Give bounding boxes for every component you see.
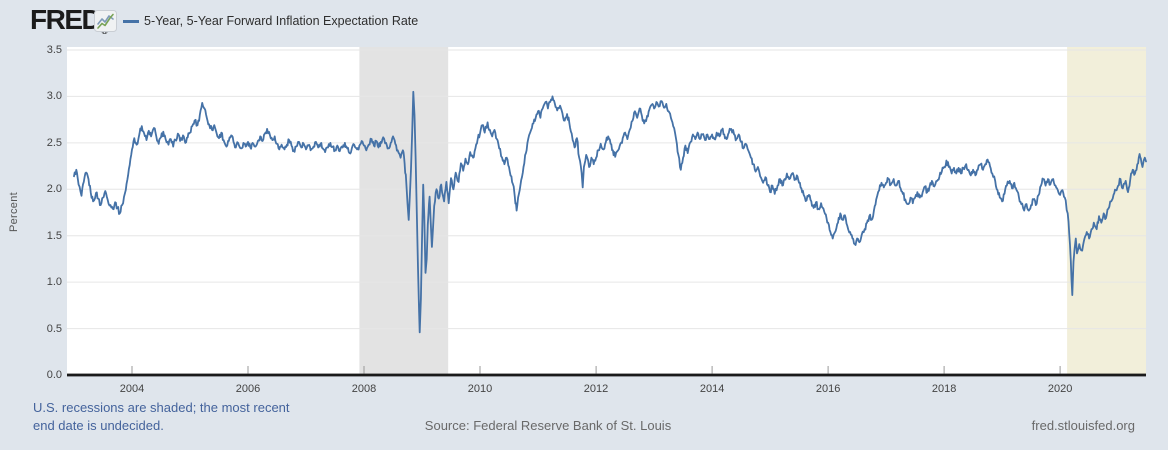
x-axis-line [67,373,1146,377]
source-attribution: Source: Federal Reserve Bank of St. Loui… [424,418,672,433]
y-tick-label: 2.0 [46,183,62,196]
fred-logo-text: FRED [30,4,102,35]
y-tick-label: 0.5 [46,322,62,335]
x-tick-label: 2020 [1047,383,1073,395]
y-tick-label: 1.5 [46,229,62,242]
y-tick-label: 1.0 [46,276,62,289]
x-tick-label: 2016 [815,383,841,395]
x-tick-label: 2008 [351,383,377,395]
y-tick-label: 3.5 [46,44,62,56]
fred-site-url: fred.stlouisfed.org [1031,418,1135,433]
legend-line-swatch [123,20,139,23]
y-tick-label: 0.0 [46,369,62,381]
x-tick-label: 2006 [235,383,261,395]
y-tick-label: 2.5 [46,136,62,149]
fred-logo-chart-icon [94,10,117,37]
y-axis-title: Percent [8,191,20,233]
legend-series-label: 5-Year, 5-Year Forward Inflation Expecta… [144,14,419,28]
x-tick-label: 2004 [119,383,145,395]
series-line [73,90,1147,334]
plot-area [67,47,1147,377]
y-tick-label: 3.0 [46,90,62,103]
recession-shading-note: U.S. recessions are shaded; the most rec… [33,399,290,435]
x-tick-label: 2014 [699,383,725,395]
x-tick-label: 2018 [931,383,957,395]
recession-note-line2: end date is undecided. [33,418,164,433]
x-tick-label: 2010 [467,383,493,395]
x-tick-label: 2012 [583,383,609,395]
recession-note-line1: U.S. recessions are shaded; the most rec… [33,400,290,415]
chart-canvas [67,47,1147,377]
